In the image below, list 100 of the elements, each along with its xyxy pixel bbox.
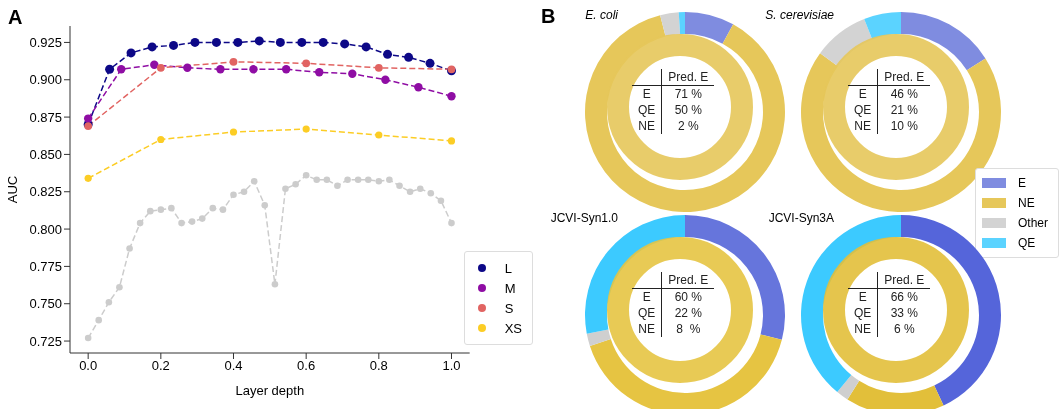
point xyxy=(84,174,92,182)
point xyxy=(282,185,289,193)
text: 21 % xyxy=(889,102,920,118)
text: QE xyxy=(632,305,662,321)
y-tick-label: 0.925 xyxy=(29,35,62,51)
point xyxy=(136,219,144,227)
point xyxy=(404,52,414,62)
point xyxy=(229,57,238,66)
point xyxy=(383,49,393,59)
point xyxy=(240,188,248,196)
point xyxy=(406,188,414,196)
point xyxy=(437,197,445,204)
point xyxy=(83,114,93,123)
donut-slice xyxy=(685,12,734,44)
point xyxy=(211,37,221,47)
point xyxy=(386,176,393,184)
point xyxy=(271,281,279,288)
text: 6 % xyxy=(893,321,916,337)
donut-slice xyxy=(901,12,986,71)
chart-title: A xyxy=(8,6,23,29)
point xyxy=(95,316,102,324)
text: QE xyxy=(848,102,878,118)
text: Pred. E xyxy=(877,69,931,86)
text: 8 % xyxy=(675,321,702,337)
x-tick-label: 0.4 xyxy=(224,358,243,374)
point xyxy=(313,176,320,184)
point xyxy=(323,176,331,184)
text: 66 % xyxy=(889,289,920,305)
text: 22 % xyxy=(673,305,704,321)
point xyxy=(157,135,165,144)
point xyxy=(156,63,165,72)
point xyxy=(425,58,435,68)
y-axis-title: AUC xyxy=(4,175,20,204)
text: 71 % xyxy=(673,86,704,102)
point xyxy=(188,218,196,225)
point xyxy=(427,189,435,197)
point xyxy=(375,177,383,185)
point xyxy=(447,91,456,101)
point xyxy=(302,59,311,68)
x-tick-label: 0.8 xyxy=(369,358,388,374)
x-tick-label: 1.0 xyxy=(442,358,461,374)
point xyxy=(348,69,357,78)
point xyxy=(340,39,350,49)
point xyxy=(292,180,299,188)
point xyxy=(126,48,136,58)
legend-label: S xyxy=(504,300,514,316)
x-tick-label: 0.6 xyxy=(297,358,316,374)
donut-slice xyxy=(678,12,685,35)
donut-slice xyxy=(864,12,901,40)
point xyxy=(381,75,390,84)
point xyxy=(249,65,258,74)
chart-title: JCVI-Syn1.0 xyxy=(549,211,618,225)
text: E xyxy=(848,288,878,305)
text: B xyxy=(541,5,556,28)
point xyxy=(84,334,92,342)
point xyxy=(190,37,200,47)
y-tick-label: 0.800 xyxy=(29,221,62,237)
point xyxy=(334,182,341,190)
text: 46 % xyxy=(889,86,920,102)
text: QE xyxy=(632,102,662,118)
x-axis-title: Layer depth xyxy=(235,383,305,398)
text: 50 % xyxy=(673,102,704,118)
point xyxy=(233,37,243,47)
legend-label: M xyxy=(504,280,516,296)
donut-slice xyxy=(820,19,873,67)
point xyxy=(364,176,372,184)
point xyxy=(297,37,307,47)
point xyxy=(318,37,328,47)
point xyxy=(261,201,269,209)
point xyxy=(375,131,383,139)
y-tick-label: 0.725 xyxy=(29,333,62,349)
point xyxy=(396,182,403,190)
point xyxy=(209,204,217,212)
text: QE xyxy=(848,305,878,321)
point xyxy=(116,284,123,291)
legend-label: NE xyxy=(1018,196,1035,210)
x-tick-label: 0.2 xyxy=(151,358,170,374)
point xyxy=(105,64,115,74)
y-tick-label: 0.775 xyxy=(29,259,62,275)
legend-label: E xyxy=(1018,176,1027,190)
text: Pred. E xyxy=(661,272,715,289)
point xyxy=(229,128,238,136)
point xyxy=(117,65,126,74)
text: NE xyxy=(848,321,878,337)
point xyxy=(219,206,227,213)
x-tick-label: 0.0 xyxy=(79,358,98,374)
point xyxy=(448,219,455,227)
point xyxy=(361,42,371,52)
y-tick-label: 0.900 xyxy=(29,72,62,88)
point xyxy=(315,68,324,77)
donut-slice xyxy=(801,53,1001,212)
legend-label: QE xyxy=(1018,236,1036,250)
point xyxy=(230,191,237,199)
text: NE xyxy=(632,321,662,337)
chart-title: JCVI-Syn3A xyxy=(767,211,834,225)
legend-label: Other xyxy=(1018,216,1049,230)
chart-title: E. coli xyxy=(585,8,618,22)
text: 2 % xyxy=(677,118,700,134)
text: Pred. E xyxy=(661,69,715,86)
point xyxy=(126,245,133,252)
